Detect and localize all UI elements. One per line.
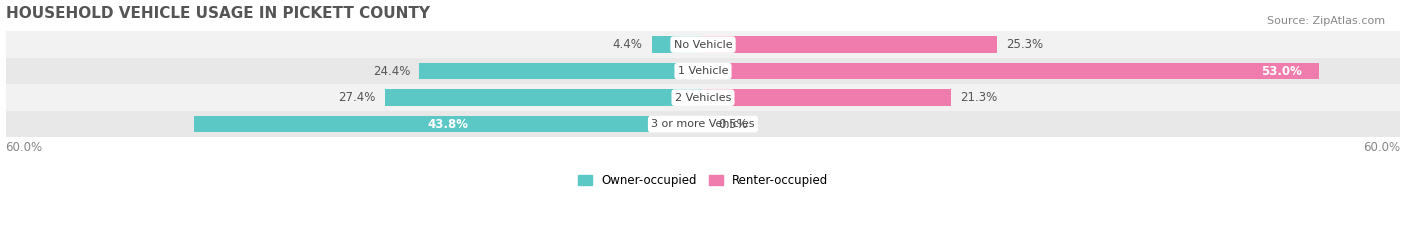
Bar [703, 63, 1319, 79]
Bar [703, 89, 950, 106]
Text: 60.0%: 60.0% [6, 140, 42, 154]
Text: 4.4%: 4.4% [613, 38, 643, 51]
Text: 53.0%: 53.0% [1261, 65, 1302, 78]
Text: 21.3%: 21.3% [960, 91, 997, 104]
Bar [6, 31, 1400, 58]
Bar [6, 58, 1400, 84]
Text: Source: ZipAtlas.com: Source: ZipAtlas.com [1267, 16, 1385, 26]
Text: 1 Vehicle: 1 Vehicle [678, 66, 728, 76]
Bar [6, 84, 1400, 111]
Text: 27.4%: 27.4% [337, 91, 375, 104]
Legend: Owner-occupied, Renter-occupied: Owner-occupied, Renter-occupied [572, 170, 834, 192]
Text: 43.8%: 43.8% [427, 118, 470, 131]
Text: 2 Vehicles: 2 Vehicles [675, 93, 731, 103]
Text: No Vehicle: No Vehicle [673, 40, 733, 50]
Text: 3 or more Vehicles: 3 or more Vehicles [651, 119, 755, 129]
Text: 24.4%: 24.4% [373, 65, 411, 78]
Bar [703, 36, 997, 53]
Bar [419, 63, 703, 79]
Bar [194, 116, 703, 132]
Text: HOUSEHOLD VEHICLE USAGE IN PICKETT COUNTY: HOUSEHOLD VEHICLE USAGE IN PICKETT COUNT… [6, 6, 430, 21]
Text: 25.3%: 25.3% [1007, 38, 1043, 51]
Bar [6, 111, 1400, 137]
Text: 0.5%: 0.5% [718, 118, 748, 131]
Bar [703, 116, 709, 132]
Text: 60.0%: 60.0% [1364, 140, 1400, 154]
Bar [384, 89, 703, 106]
Bar [652, 36, 703, 53]
